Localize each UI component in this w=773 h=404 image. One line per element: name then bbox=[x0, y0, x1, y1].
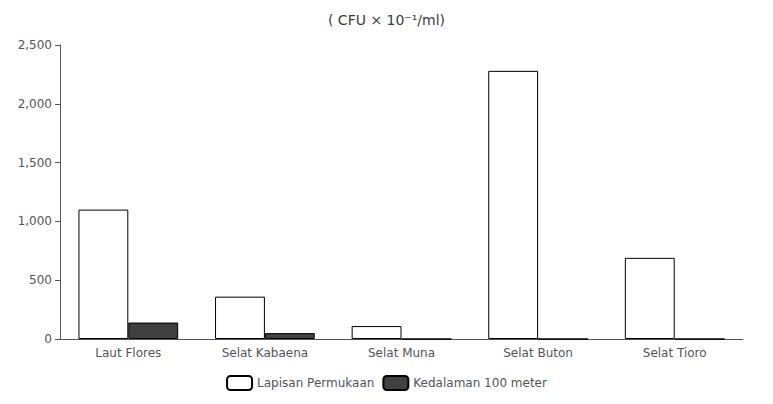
svg-text:2,000: 2,000 bbox=[18, 97, 52, 111]
svg-text:1,000: 1,000 bbox=[18, 214, 52, 228]
svg-text:Lapisan Permukaan: Lapisan Permukaan bbox=[257, 376, 374, 390]
svg-text:( CFU × 10⁻¹/ml): ( CFU × 10⁻¹/ml) bbox=[328, 12, 445, 28]
svg-text:Selat Muna: Selat Muna bbox=[368, 346, 435, 360]
svg-text:Laut Flores: Laut Flores bbox=[95, 346, 161, 360]
svg-text:2,500: 2,500 bbox=[18, 38, 52, 52]
svg-text:500: 500 bbox=[29, 273, 52, 287]
svg-text:Selat Tioro: Selat Tioro bbox=[643, 346, 707, 360]
svg-text:Selat Buton: Selat Buton bbox=[503, 346, 573, 360]
svg-text:Kedalaman 100 meter: Kedalaman 100 meter bbox=[413, 376, 547, 390]
svg-text:1,500: 1,500 bbox=[18, 156, 52, 170]
svg-text:0: 0 bbox=[44, 332, 52, 346]
svg-text:Selat Kabaena: Selat Kabaena bbox=[222, 346, 309, 360]
